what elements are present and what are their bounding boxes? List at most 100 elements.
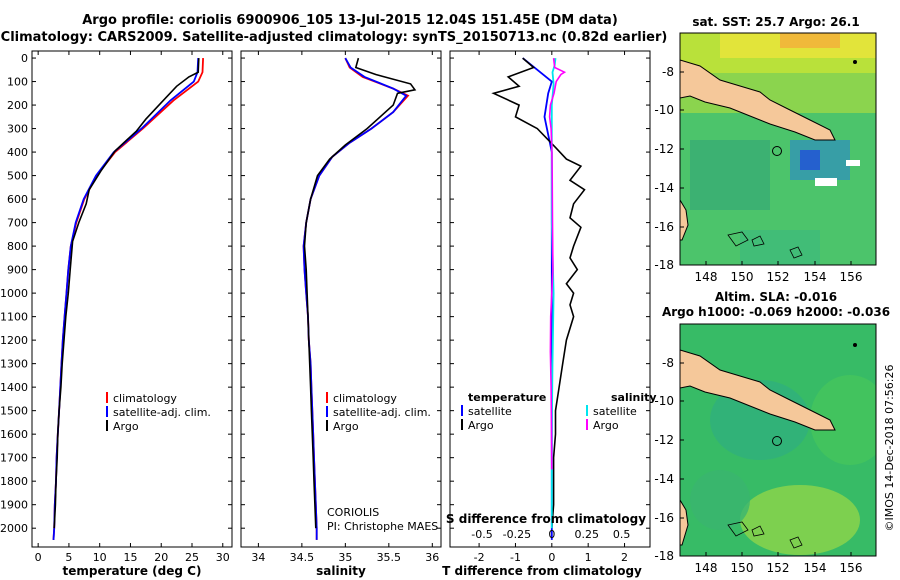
legend-temperature-item: satellite xyxy=(468,405,512,418)
legend-label: Argo xyxy=(333,420,359,433)
x-tick-label: 15 xyxy=(123,551,137,564)
y-tick-label: 1400 xyxy=(0,381,28,394)
legend-label: climatology xyxy=(333,392,397,405)
y-tick-label: 300 xyxy=(7,123,28,136)
map-x-tick-label: 152 xyxy=(767,561,790,575)
difference-profile-panel: -2 -1 0 1 2T difference from climatology S di… xyxy=(442,50,657,578)
x-tick-label: -2 xyxy=(474,551,485,564)
sla-map-title-line2: Argo h1000: -0.069 h2000: -0.036 xyxy=(662,305,890,319)
temperature-profile-panel: 0 5 10 15 20 25 30 temperature (deg C) 0 100 200 30… xyxy=(0,50,233,578)
map-y-tick-label: -16 xyxy=(654,220,674,234)
map-y-tick-label: -18 xyxy=(654,549,674,563)
copyright-credit: ©IMOS 14-Dec-2018 07:56:26 xyxy=(883,365,896,532)
y-tick-label: 700 xyxy=(7,217,28,230)
x-axis-label: T difference from climatology xyxy=(442,564,642,578)
sla-map-title-line1: Altim. SLA: -0.016 xyxy=(715,290,837,304)
secondary-x-tick-label: 0 xyxy=(548,528,555,541)
map-y-tick-label: -18 xyxy=(654,258,674,272)
map-x-tick-label: 150 xyxy=(731,270,754,284)
sla-argo-location-marker xyxy=(772,436,782,446)
sst-map: sat. SST: 25.7 Argo: 26.1 148 150 152 154 15… xyxy=(654,15,877,284)
plot-frame xyxy=(449,50,651,548)
x-tick-label: 10 xyxy=(93,551,107,564)
y-tick-label: 200 xyxy=(7,99,28,112)
y-tick-label: 100 xyxy=(7,76,28,89)
secondary-x-tick-label: -0.5 xyxy=(471,528,492,541)
legend-label: Argo xyxy=(113,420,139,433)
y-tick-label: 1500 xyxy=(0,405,28,418)
sla-map: Altim. SLA: -0.016 Argo h1000: -0.069 h2… xyxy=(654,290,890,575)
map-y-tick-label: -10 xyxy=(654,394,674,408)
y-tick-label: 900 xyxy=(7,264,28,277)
legend-salinity-item: Argo xyxy=(593,419,619,432)
figure-title-line2: Climatology: CARS2009. Satellite-adjuste… xyxy=(1,30,668,45)
map-y-tick-label: -8 xyxy=(662,356,674,370)
y-tick-label: 2000 xyxy=(0,522,28,535)
legend-salinity-item: satellite xyxy=(593,405,637,418)
sst-map-title: sat. SST: 25.7 Argo: 26.1 xyxy=(692,15,859,29)
y-tick-label: 600 xyxy=(7,193,28,206)
series-line-argo xyxy=(303,57,417,529)
secondary-x-tick-label: -0.25 xyxy=(503,528,531,541)
x-tick-label: 30 xyxy=(216,551,230,564)
x-tick-label: 35 xyxy=(338,551,352,564)
x-tick-label: 20 xyxy=(154,551,168,564)
y-tick-label: 1900 xyxy=(0,499,28,512)
secondary-x-tick-label: 0.5 xyxy=(613,528,631,541)
x-tick-label: 35.5 xyxy=(377,551,402,564)
x-tick-label: 0 xyxy=(35,551,42,564)
y-tick-label: 1300 xyxy=(0,358,28,371)
series-line-satellite-adj-clim- xyxy=(302,57,408,540)
map-x-tick-label: 154 xyxy=(804,561,827,575)
legend-temperature-title: temperature xyxy=(468,391,546,404)
y-tick-label: 800 xyxy=(7,240,28,253)
map-y-tick-label: -16 xyxy=(654,511,674,525)
y-tick-label: 1000 xyxy=(0,287,28,300)
map-y-tick-label: -10 xyxy=(654,103,674,117)
series-line-argo xyxy=(53,58,200,529)
map-x-tick-label: 154 xyxy=(804,270,827,284)
plot-frame xyxy=(31,50,233,548)
sla-map-land xyxy=(680,349,836,431)
secondary-x-axis-label: S difference from climatology xyxy=(446,512,646,526)
legend-temperature-item: Argo xyxy=(468,419,494,432)
legend-label: satellite-adj. clim. xyxy=(333,406,431,419)
series-line-salinity-argo xyxy=(548,58,567,470)
map-x-tick-label: 152 xyxy=(767,270,790,284)
x-tick-label: 2 xyxy=(621,551,628,564)
plot-frame xyxy=(240,50,442,548)
figure-title-line1: Argo profile: coriolis 6900906_105 13-Ju… xyxy=(82,13,618,28)
legend-label: climatology xyxy=(113,392,177,405)
x-axis-label: salinity xyxy=(316,564,366,578)
map-y-tick-label: -12 xyxy=(654,433,674,447)
sst-map-land xyxy=(680,59,836,141)
map-x-tick-label: 156 xyxy=(840,270,863,284)
x-tick-label: 34 xyxy=(251,551,265,564)
x-tick-label: 34.5 xyxy=(290,551,315,564)
x-tick-label: -1 xyxy=(510,551,521,564)
map-y-tick-label: -14 xyxy=(654,472,674,486)
x-tick-label: 0 xyxy=(548,551,555,564)
map-x-tick-label: 150 xyxy=(731,561,754,575)
x-tick-label: 36 xyxy=(425,551,439,564)
x-tick-label: 5 xyxy=(65,551,72,564)
map-x-tick-label: 148 xyxy=(695,561,718,575)
legend-label: satellite-adj. clim. xyxy=(113,406,211,419)
y-tick-label: 1600 xyxy=(0,428,28,441)
map-y-tick-label: -12 xyxy=(654,142,674,156)
salinity-profile-panel: 34 34.5 35 35.5 36 salinity climatologysatelli… xyxy=(240,50,442,578)
y-tick-label: 400 xyxy=(7,146,28,159)
y-tick-label: 0 xyxy=(21,52,28,65)
annotation-center: CORIOLIS xyxy=(327,506,379,519)
y-tick-label: 500 xyxy=(7,170,28,183)
y-tick-label: 1700 xyxy=(0,452,28,465)
x-axis-label: temperature (deg C) xyxy=(63,564,202,578)
series-line-temperature-argo xyxy=(491,57,586,529)
map-x-tick-label: 148 xyxy=(695,270,718,284)
y-tick-label: 1200 xyxy=(0,334,28,347)
map-y-tick-label: -14 xyxy=(654,181,674,195)
legend-salinity-title: salinity xyxy=(611,391,657,404)
annotation-pi: PI: Christophe MAES xyxy=(327,520,438,533)
secondary-x-tick-label: 0.25 xyxy=(574,528,599,541)
